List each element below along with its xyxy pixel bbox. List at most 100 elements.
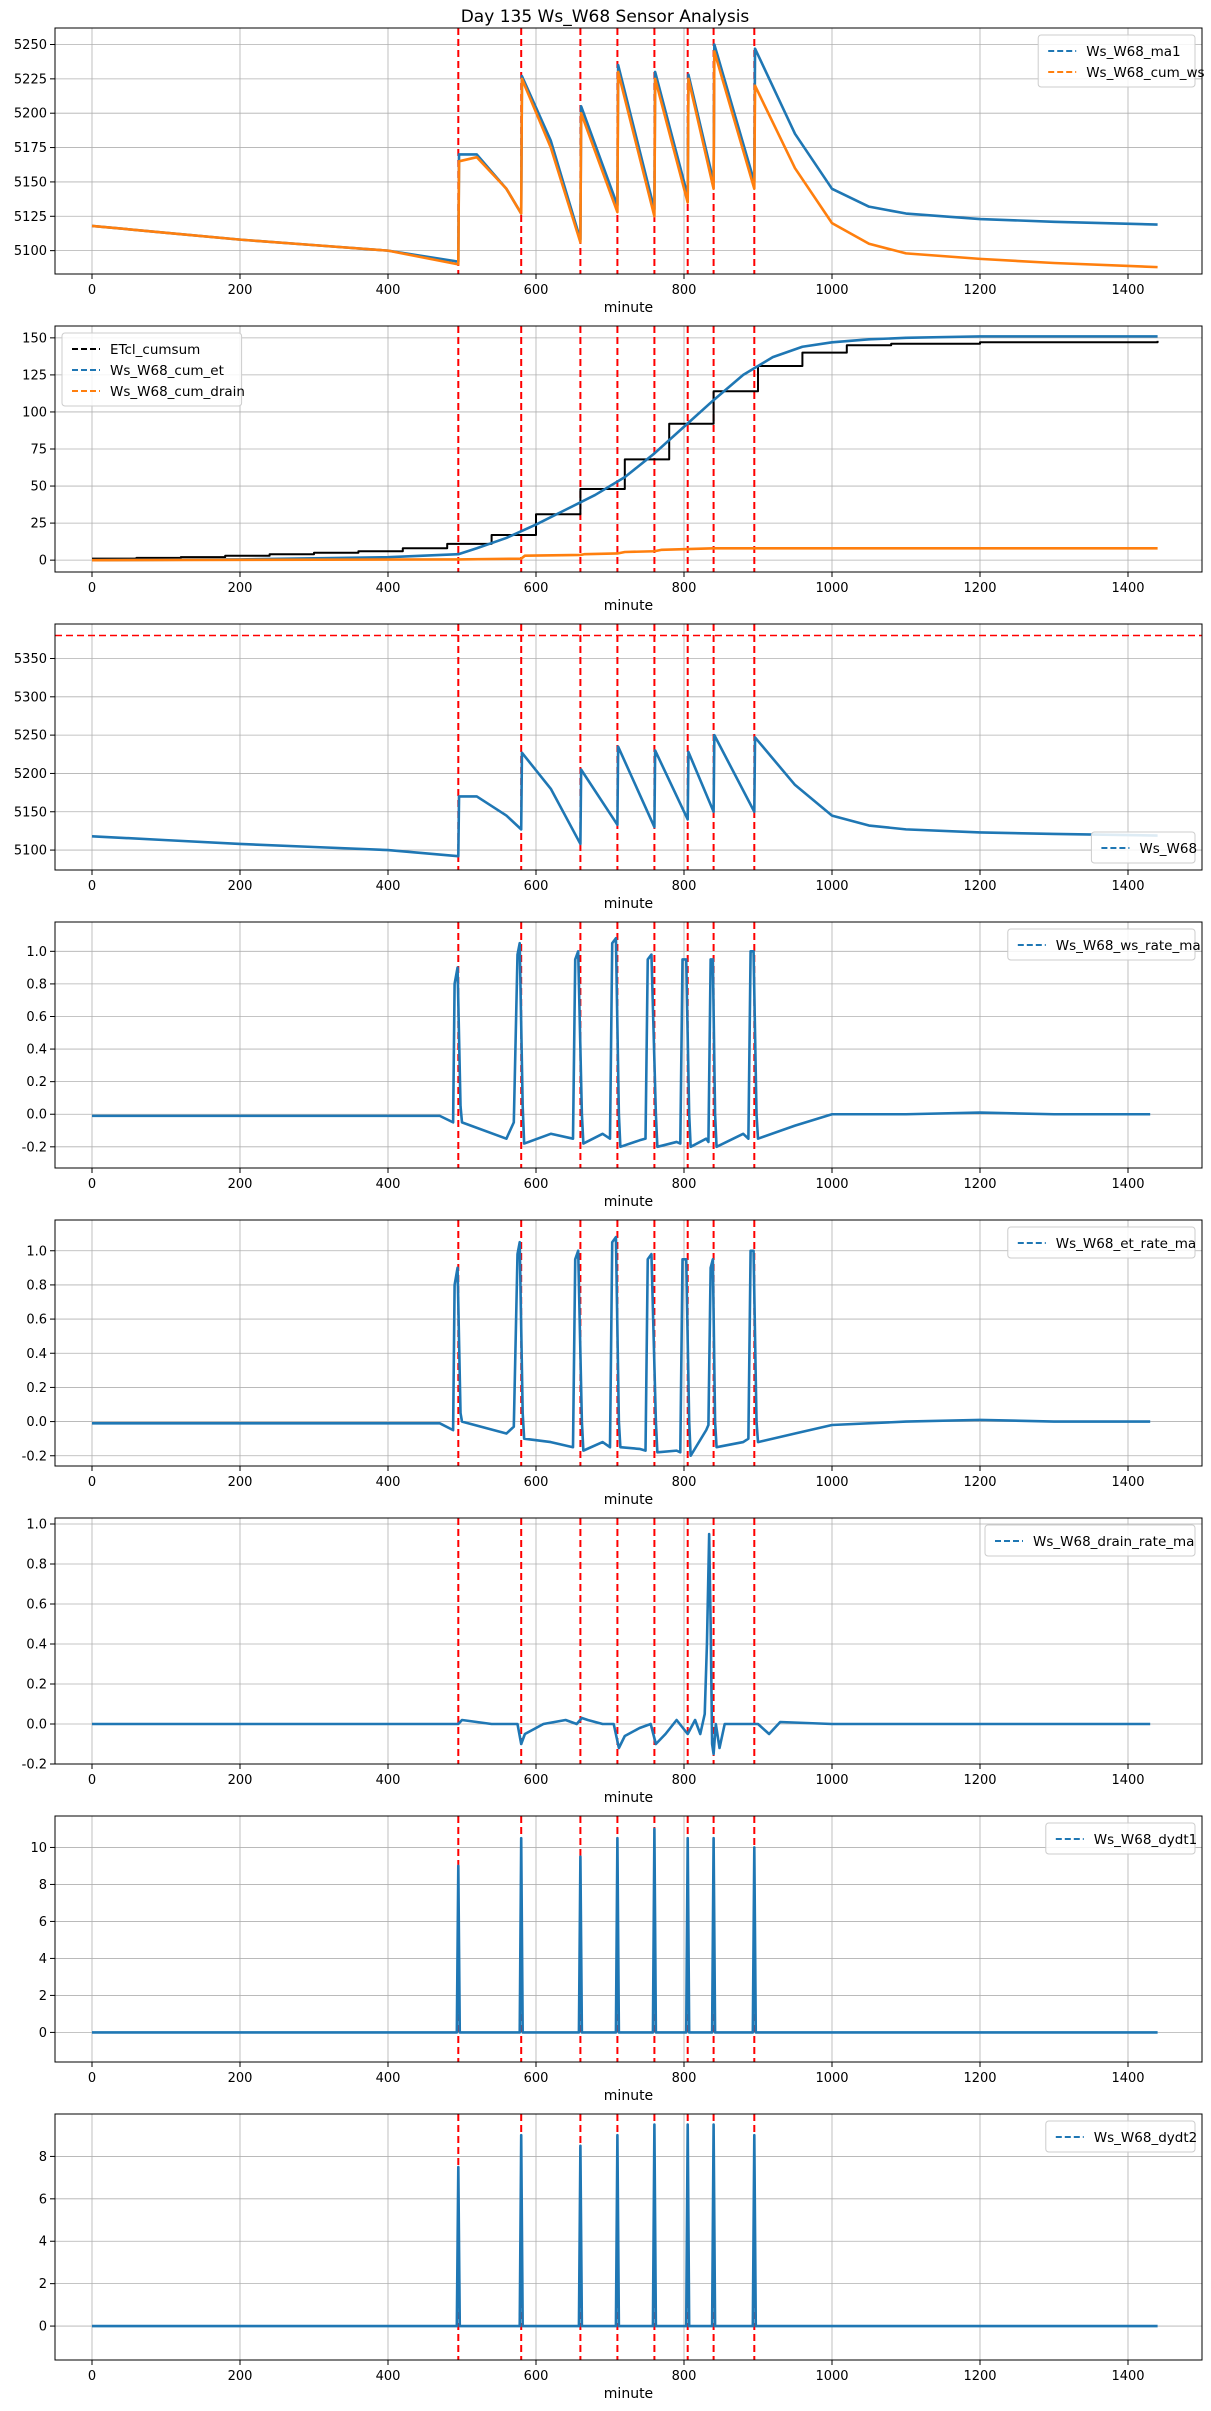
legend-box (1045, 2120, 1196, 2153)
x-tick-label: 800 (672, 283, 697, 298)
series-line-Ws_W68_drain_rate_ma (92, 1532, 1151, 1756)
axes-frame (54, 27, 1203, 275)
y-tick-label: 10 (30, 1841, 47, 1856)
x-tick-label: 0 (88, 1177, 96, 1192)
x-tick-label: 600 (524, 1475, 549, 1490)
y-tick-label: 0 (39, 2320, 47, 2335)
y-tick-label: 0.0 (26, 1108, 47, 1123)
legend: Ws_W68_ws_rate_ma (1007, 928, 1201, 961)
x-tick-label: 1000 (815, 879, 848, 894)
panel-7: 0 200 400 600 800 1000 1200 1400 0 2 4 6 8 10 minute Ws… (30, 1815, 1203, 2104)
x-tick-label: 600 (524, 283, 549, 298)
series-line-Ws_W68 (91, 733, 1158, 858)
legend-label: Ws_W68_cum_ws (1086, 65, 1204, 81)
x-tick-label: 400 (376, 2071, 401, 2086)
axes-frame (54, 921, 1203, 1169)
x-tick-label: 1400 (1111, 879, 1144, 894)
axes-frame (54, 623, 1203, 871)
x-tick-label: 400 (376, 581, 401, 596)
y-tick-label: 0.2 (26, 1075, 47, 1090)
x-tick-label: 1000 (815, 2369, 848, 2384)
series-line-Ws_W68_ws_rate_ma (92, 936, 1151, 1149)
x-tick-label: 400 (376, 879, 401, 894)
plot-area (92, 1220, 1151, 1466)
y-tick-label: 0.6 (26, 1598, 47, 1613)
y-tick-label: 75 (30, 443, 47, 458)
y-tick-label: -0.2 (22, 1140, 47, 1155)
x-tick-label: 1000 (815, 283, 848, 298)
x-tick-label: 0 (88, 2071, 96, 2086)
y-tick-label: 5300 (14, 690, 47, 705)
y-tick-label: 0.6 (26, 1010, 47, 1025)
y-tick-label: 1.0 (26, 945, 47, 960)
legend: Ws_W68_dydt1 (1045, 1822, 1197, 1855)
panel-3: 0 200 400 600 800 1000 1200 1400 5100 5150 5200 525… (14, 623, 1203, 912)
x-tick-label: 1400 (1111, 2369, 1144, 2384)
axes-frame (54, 2113, 1203, 2361)
x-tick-label: 0 (88, 879, 96, 894)
x-tick-label: 400 (376, 1177, 401, 1192)
series-line-Ws_W68_cum_et (91, 335, 1158, 562)
y-tick-label: 6 (39, 1915, 47, 1930)
legend-box (1037, 34, 1196, 88)
x-tick-label: 1400 (1111, 2071, 1144, 2086)
y-tick-label: 5100 (14, 244, 47, 259)
x-axis-label: minute (604, 2386, 653, 2402)
x-tick-label: 200 (228, 283, 253, 298)
x-tick-label: 600 (524, 1773, 549, 1788)
y-tick-label: 5125 (14, 210, 47, 225)
y-tick-label: 0.8 (26, 977, 47, 992)
panel-5: 0 200 400 600 800 1000 1200 1400 -0.2 0.0 0.2 0.4 0.… (22, 1219, 1203, 1508)
y-tick-label: 5250 (14, 729, 47, 744)
y-tick-label: 0.6 (26, 1313, 47, 1328)
y-tick-label: 5150 (14, 805, 47, 820)
x-tick-label: 1200 (963, 2369, 996, 2384)
figure-title: Day 135 Ws_W68 Sensor Analysis (461, 7, 750, 27)
axes-frame (54, 1219, 1203, 1467)
y-tick-label: 5350 (14, 652, 47, 667)
x-axis-label: minute (604, 896, 653, 912)
x-tick-label: 600 (524, 879, 549, 894)
x-tick-label: 1200 (963, 879, 996, 894)
legend-box (1007, 1226, 1196, 1259)
x-tick-label: 1200 (963, 581, 996, 596)
y-tick-label: -0.2 (22, 1758, 47, 1773)
y-tick-label: 1.0 (26, 1244, 47, 1259)
y-tick-label: 4 (39, 1952, 47, 1967)
x-tick-label: 1200 (963, 283, 996, 298)
y-tick-label: 5225 (14, 72, 47, 87)
series-line-Ws_W68_dydt1 (92, 1827, 1158, 2034)
legend-label: Ws_W68_ws_rate_ma (1056, 938, 1201, 954)
series-line-Ws_W68_dydt2 (92, 2123, 1158, 2328)
x-axis-label: minute (604, 1790, 653, 1806)
legend-label: Ws_W68_cum_et (110, 363, 224, 379)
legend-label: Ws_W68_cum_drain (110, 384, 245, 400)
y-tick-label: 5175 (14, 141, 47, 156)
legend-label: Ws_W68_ma1 (1086, 44, 1180, 60)
x-tick-label: 1400 (1111, 283, 1144, 298)
x-tick-label: 800 (672, 1177, 697, 1192)
x-axis-label: minute (604, 300, 653, 316)
x-tick-label: 0 (88, 1475, 96, 1490)
y-tick-label: 6 (39, 2192, 47, 2207)
y-tick-label: 0.2 (26, 1678, 47, 1693)
legend-label: Ws_W68_et_rate_ma (1056, 1236, 1196, 1252)
y-tick-label: 25 (30, 517, 47, 532)
legend-label: Ws_W68_dydt2 (1094, 2130, 1197, 2146)
legend-box (1090, 831, 1196, 864)
series-line-ETcl_cumsum (92, 340, 1159, 560)
x-tick-label: 1400 (1111, 1773, 1144, 1788)
y-tick-label: 5200 (14, 107, 47, 122)
x-tick-label: 200 (228, 1773, 253, 1788)
x-axis-label: minute (604, 2088, 653, 2104)
axes-frame (54, 1815, 1203, 2063)
y-tick-label: 4 (39, 2235, 47, 2250)
plot-area (91, 326, 1159, 572)
x-tick-label: 1400 (1111, 581, 1144, 596)
panel-8: 0 200 400 600 800 1000 1200 1400 0 2 4 6 8 minute Ws_W… (39, 2113, 1203, 2402)
x-tick-label: 200 (228, 879, 253, 894)
legend: ETcl_cumsum Ws_W68_cum_et Ws_W68_cum_drain (61, 332, 245, 407)
y-tick-label: 5250 (14, 38, 47, 53)
legend-box (984, 1524, 1196, 1557)
plot-area (92, 922, 1151, 1168)
